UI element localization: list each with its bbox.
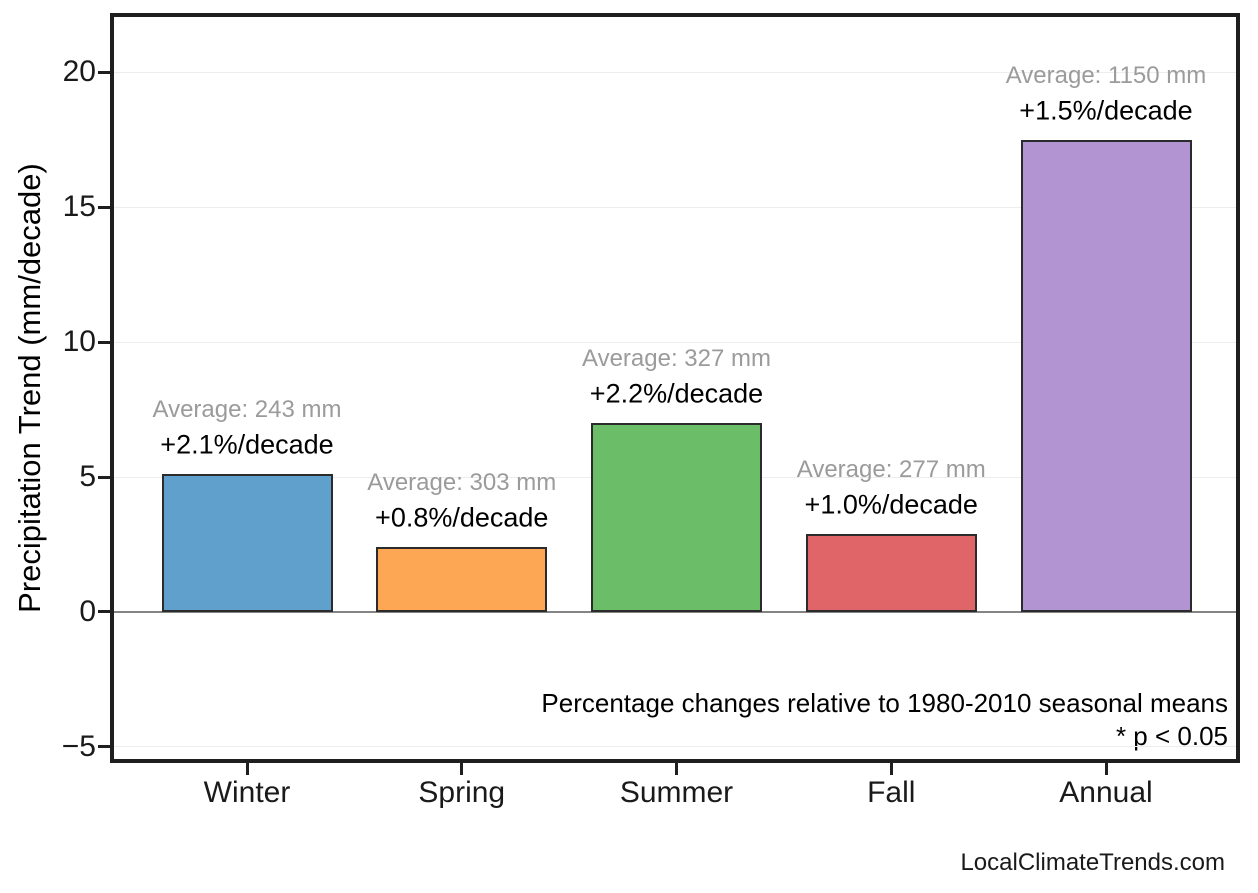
gridline [114, 71, 1236, 73]
footnote-line-2: * p < 0.05 [1115, 721, 1228, 751]
bar-average-label-summer: Average: 327 mm [582, 345, 771, 373]
bar-trend-label-summer: +2.2%/decade [589, 378, 764, 409]
footnote-line-1: Percentage changes relative to 1980-2010… [541, 688, 1228, 718]
bar-trend-label-fall: +1.0%/decade [804, 489, 978, 520]
y-tick-label: 20 [62, 55, 96, 89]
x-tick-mark [675, 763, 678, 775]
x-tick-mark [460, 763, 464, 775]
x-tick-mark [889, 763, 893, 775]
bar-annual [1020, 139, 1192, 612]
x-axis-label-summer: Summer [619, 776, 734, 809]
y-tick-label: −5 [61, 729, 96, 763]
bar-average-label-fall: Average: 277 mm [796, 455, 986, 483]
y-tick-mark [98, 475, 110, 479]
bar-spring [376, 547, 548, 612]
bar-average-label-winter: Average: 243 mm [152, 396, 342, 424]
footnote: Percentage changes relative to 1980-2010… [541, 687, 1228, 753]
bar-summer [591, 423, 762, 612]
y-tick-label: 0 [79, 594, 96, 628]
gridline [114, 341, 1236, 343]
bar-trend-label-winter: +2.1%/decade [160, 429, 334, 460]
x-tick-mark [1104, 763, 1108, 775]
zero-line [114, 610, 1236, 613]
x-axis-label-spring: Spring [418, 776, 506, 809]
bar-trend-label-annual: +1.5%/decade [1019, 95, 1193, 126]
x-axis-label-annual: Annual [1059, 776, 1153, 809]
bar-trend-label-spring: +0.8%/decade [375, 502, 549, 533]
y-tick-mark [98, 70, 110, 74]
bar-winter [161, 474, 333, 612]
bar-average-label-annual: Average: 1150 mm [1005, 61, 1207, 89]
bar-fall [805, 533, 977, 612]
y-tick-mark [98, 745, 110, 749]
x-axis-label-fall: Fall [867, 776, 916, 809]
y-tick-label: 10 [62, 325, 96, 359]
y-tick-label: 5 [79, 460, 96, 494]
watermark: LocalClimateTrends.com [960, 849, 1225, 876]
x-axis-label-winter: Winter [203, 776, 291, 809]
gridline [114, 746, 1236, 748]
y-tick-label: 15 [62, 190, 96, 224]
x-tick-mark [245, 763, 249, 775]
bar-average-label-spring: Average: 303 mm [367, 469, 557, 497]
y-tick-mark [98, 340, 110, 344]
y-tick-mark [98, 610, 110, 614]
gridline [114, 206, 1236, 208]
y-tick-mark [98, 205, 110, 209]
y-axis-title: Precipitation Trend (mm/decade) [12, 163, 47, 613]
